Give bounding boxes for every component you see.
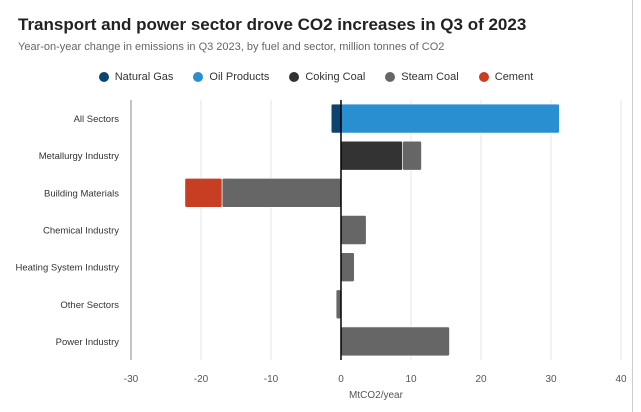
legend-marker: [385, 72, 396, 82]
x-tick-label: 30: [545, 374, 557, 385]
bar-cement: [184, 178, 223, 208]
legend-marker: [289, 72, 300, 82]
bar-steam-coal: [221, 178, 342, 208]
bar-coking-coal: [340, 140, 403, 171]
legend-label: Steam Coal: [401, 71, 459, 83]
legend-label: Coking Coal: [305, 71, 366, 83]
legend-item-natural-gas[interactable]: Natural Gas: [98, 71, 174, 83]
category-label: Metallurgy Industry: [39, 151, 120, 162]
x-tick-label: -20: [194, 374, 209, 385]
legend-item-steam-coal[interactable]: Steam Coal: [385, 71, 459, 83]
legend-marker: [98, 72, 109, 82]
x-tick-label: -10: [264, 374, 279, 385]
x-tick-label: 0: [338, 374, 344, 385]
chart-title: Transport and power sector drove CO2 inc…: [18, 15, 527, 34]
x-tick-label: 20: [475, 374, 487, 385]
category-label: Building Materials: [44, 188, 119, 199]
legend-label: Oil Products: [209, 71, 270, 83]
legend-item-cement[interactable]: Cement: [478, 71, 534, 83]
bar-steam-coal: [340, 252, 355, 282]
category-label: Heating System Industry: [16, 263, 120, 274]
legend-item-oil-products[interactable]: Oil Products: [193, 71, 269, 83]
category-label: Power Industry: [56, 337, 120, 348]
x-tick-label: 10: [405, 374, 417, 385]
bar-steam-coal: [340, 326, 450, 357]
category-label: Chemical Industry: [43, 226, 119, 237]
bar-natural-gas: [330, 103, 342, 134]
legend-item-coking-coal[interactable]: Coking Coal: [289, 71, 365, 83]
category-label: All Sectors: [74, 114, 120, 125]
x-tick-label: -30: [124, 374, 139, 385]
x-tick-label: 40: [615, 374, 627, 385]
legend-marker: [478, 72, 489, 82]
legend-label: Natural Gas: [114, 71, 174, 83]
legend-marker: [193, 72, 204, 82]
bar-oil-products: [340, 103, 560, 134]
legend-label: Cement: [494, 71, 534, 83]
bar-steam-coal: [340, 215, 367, 245]
chart-subtitle: Year-on-year change in emissions in Q3 2…: [18, 41, 445, 53]
legend: Natural Gas Oil Products Coking Coal Steam …: [0, 71, 632, 83]
category-label: Other Sectors: [60, 300, 119, 311]
bar-steam-coal: [402, 140, 422, 171]
x-axis-title: MtCO2/year: [349, 390, 404, 401]
